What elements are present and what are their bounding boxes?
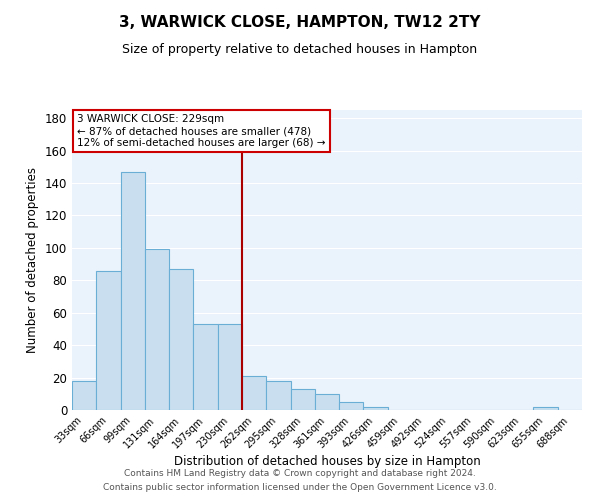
Bar — [145, 250, 169, 410]
Bar — [193, 324, 218, 410]
Bar — [121, 172, 145, 410]
Bar — [364, 407, 388, 410]
Bar — [315, 394, 339, 410]
X-axis label: Distribution of detached houses by size in Hampton: Distribution of detached houses by size … — [173, 456, 481, 468]
Text: Contains HM Land Registry data © Crown copyright and database right 2024.: Contains HM Land Registry data © Crown c… — [124, 468, 476, 477]
Text: Size of property relative to detached houses in Hampton: Size of property relative to detached ho… — [122, 42, 478, 56]
Bar — [242, 376, 266, 410]
Bar — [290, 389, 315, 410]
Text: Contains public sector information licensed under the Open Government Licence v3: Contains public sector information licen… — [103, 484, 497, 492]
Y-axis label: Number of detached properties: Number of detached properties — [26, 167, 39, 353]
Bar — [72, 381, 96, 410]
Bar — [96, 270, 121, 410]
Bar — [218, 324, 242, 410]
Bar — [266, 381, 290, 410]
Bar — [533, 407, 558, 410]
Text: 3, WARWICK CLOSE, HAMPTON, TW12 2TY: 3, WARWICK CLOSE, HAMPTON, TW12 2TY — [119, 15, 481, 30]
Bar — [339, 402, 364, 410]
Text: 3 WARWICK CLOSE: 229sqm
← 87% of detached houses are smaller (478)
12% of semi-d: 3 WARWICK CLOSE: 229sqm ← 87% of detache… — [77, 114, 326, 148]
Bar — [169, 269, 193, 410]
